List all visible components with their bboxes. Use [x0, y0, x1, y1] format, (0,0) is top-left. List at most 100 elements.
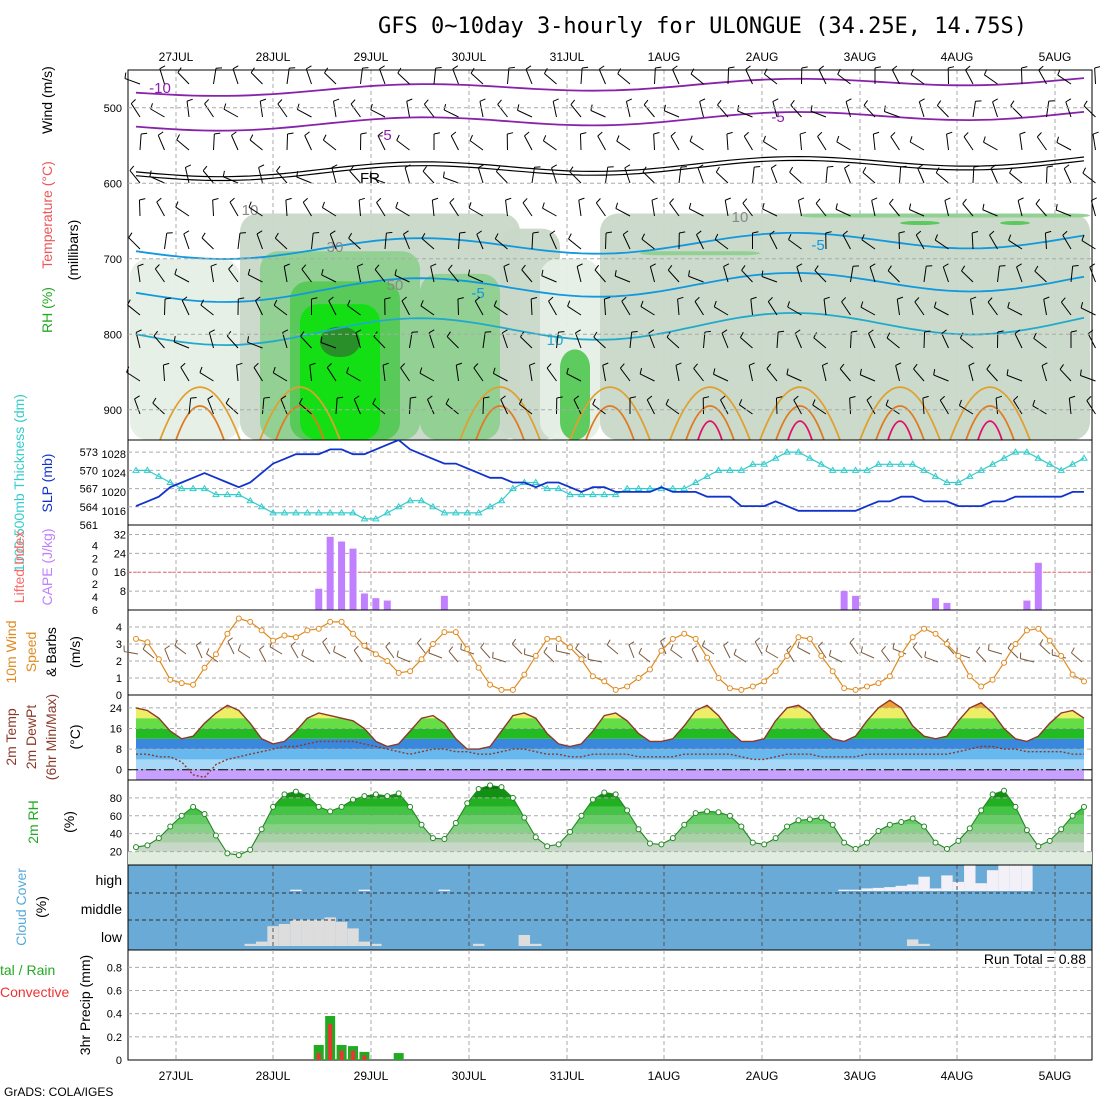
- wind-barb: [277, 103, 288, 118]
- wind-barb: [320, 336, 323, 343]
- wind-barb: [827, 165, 834, 168]
- wind10-barb: [818, 641, 823, 647]
- wind-barb: [223, 103, 227, 110]
- rh2m-marker: [669, 835, 676, 842]
- rh-band: [136, 842, 1084, 852]
- wind10-barb: [670, 644, 674, 650]
- wind10-marker: [190, 681, 197, 688]
- wind-barb: [593, 331, 598, 338]
- wind10-marker: [532, 652, 539, 659]
- wind10-marker: [863, 683, 870, 690]
- wind-barb: [817, 136, 827, 151]
- wind-barb: [1045, 230, 1052, 234]
- contour-label: -5: [771, 109, 784, 126]
- wind-barb: [944, 200, 949, 217]
- thickness-marker: [577, 490, 586, 498]
- wind-barb: [137, 263, 144, 267]
- wind-barb: [479, 101, 484, 118]
- wind-barb: [428, 329, 435, 334]
- rh2m-marker: [190, 803, 197, 810]
- date-label-top: 4AUG: [941, 50, 974, 64]
- wind-barb: [249, 139, 263, 151]
- wind-barb: [972, 231, 979, 234]
- wind-barb: [525, 68, 533, 85]
- wind-barb: [1021, 66, 1028, 69]
- date-label-top: 28JUL: [256, 50, 291, 64]
- wind-barb: [274, 232, 279, 239]
- wind-barb: [640, 300, 644, 307]
- wind-barb: [301, 264, 307, 270]
- wind-barb: [446, 336, 459, 349]
- wind-barb: [653, 133, 655, 151]
- wind-barb: [860, 374, 876, 382]
- wind10-marker: [441, 629, 448, 636]
- wind-barb: [841, 301, 851, 316]
- cape-tick-label: 32: [114, 529, 126, 541]
- wind-barb: [909, 136, 913, 143]
- wind10-tick-label: 4: [116, 622, 122, 634]
- wind-barb: [282, 329, 289, 334]
- wind-barb: [226, 335, 239, 349]
- wind10-barb: [258, 649, 267, 663]
- wind-barb: [913, 363, 918, 370]
- wind-barb: [470, 72, 484, 85]
- wind10-marker: [201, 664, 208, 671]
- wind10-barb: [628, 644, 635, 659]
- wind10-marker: [555, 635, 562, 642]
- wind10-axis-label-2: Speed: [23, 632, 39, 672]
- wind-barb: [1065, 98, 1072, 103]
- wind10-marker: [669, 635, 676, 642]
- wind-barb: [573, 395, 580, 401]
- wind-barb: [790, 99, 795, 106]
- wind-barb: [861, 234, 865, 241]
- wind-barb: [869, 263, 876, 268]
- cape-bar: [315, 588, 323, 610]
- wind10-panel: 0 1 2 3 4 10m Wind Speed & Barbs (m/s): [3, 609, 1093, 702]
- wind-barb: [818, 69, 827, 85]
- wind-barb: [639, 373, 655, 382]
- wind-barb: [672, 65, 678, 70]
- wind-barb: [728, 66, 735, 69]
- wind-barb: [1056, 136, 1060, 143]
- wind-barb: [962, 198, 967, 205]
- wind-barb: [128, 232, 133, 238]
- wind-barb: [823, 299, 827, 316]
- wind-barb: [869, 266, 876, 283]
- wind-barb: [886, 337, 900, 349]
- wind10-marker: [761, 678, 768, 685]
- wind-barb: [839, 368, 851, 382]
- wind10-barb: [956, 647, 958, 654]
- rh-band: [136, 806, 1084, 816]
- wind-barb: [639, 368, 643, 375]
- wind10-marker: [612, 686, 619, 693]
- thickness-marker: [371, 514, 380, 522]
- cape-bar: [440, 595, 448, 610]
- wind-barb: [493, 373, 508, 382]
- date-label-top: 31JUL: [550, 50, 585, 64]
- wind-barb: [796, 263, 803, 268]
- wind-barb: [677, 296, 684, 300]
- wind-barb: [138, 199, 141, 217]
- thickness-marker: [154, 472, 163, 479]
- thickness-marker: [257, 502, 266, 510]
- wind-barb: [727, 67, 730, 85]
- rh-shade: [600, 213, 1090, 440]
- wind-barb: [745, 65, 751, 70]
- wind-barb: [621, 301, 631, 316]
- wind-barb: [653, 132, 660, 135]
- temp-contour-max: [697, 420, 723, 441]
- wind-barb: [223, 176, 239, 184]
- wind-barb: [772, 98, 779, 102]
- wind-barb: [152, 402, 165, 415]
- thickness-marker: [1000, 454, 1008, 461]
- wind10-marker: [692, 635, 699, 642]
- wind-barb: [762, 208, 778, 217]
- cloud-high-bar: [838, 889, 850, 891]
- wind-barb: [188, 398, 192, 415]
- thickness-marker: [406, 496, 415, 504]
- wind-barb: [743, 131, 750, 137]
- wind-barb: [963, 136, 974, 151]
- date-label-bottom: 27JUL: [159, 1069, 194, 1083]
- wind-barb: [885, 399, 889, 406]
